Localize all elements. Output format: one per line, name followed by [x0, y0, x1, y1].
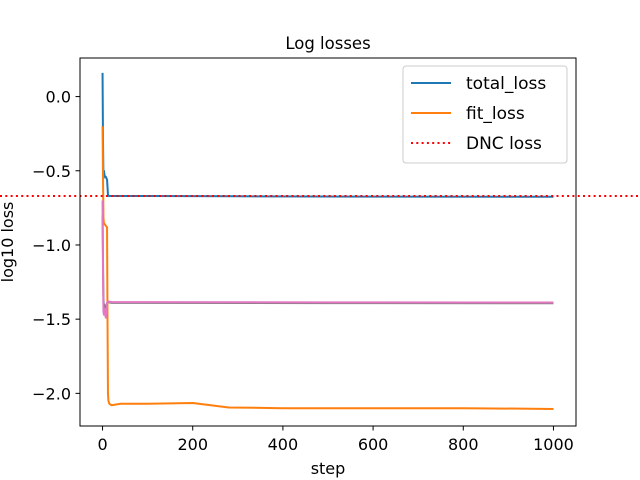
legend: total_loss fit_loss DNC loss [402, 65, 568, 164]
legend-label: DNC loss [466, 134, 542, 154]
y-tick-label: −0.5 [32, 162, 71, 181]
y-tick-label: −1.5 [32, 310, 71, 329]
series-line-series-2 [101, 200, 554, 319]
legend-box [402, 65, 568, 164]
x-tick-label: 1000 [533, 435, 574, 454]
x-axis: 0 200 400 600 800 1000 [97, 426, 574, 454]
series-line-fit-loss [101, 126, 554, 410]
x-tick-label: 0 [97, 435, 107, 454]
x-tick-label: 200 [177, 435, 208, 454]
y-axis-label: log10 loss [0, 202, 17, 283]
y-tick-label: 0.0 [46, 88, 71, 107]
chart-title: Log losses [285, 34, 370, 53]
plot-frame [79, 57, 577, 427]
x-tick-label: 400 [268, 435, 299, 454]
legend-label: fit_loss [466, 104, 525, 124]
legend-label: total_loss [466, 74, 546, 94]
y-axis: 0.0 −0.5 −1.0 −1.5 −2.0 [32, 88, 80, 403]
x-tick-label: 600 [358, 435, 389, 454]
x-axis-label: step [311, 459, 346, 478]
y-tick-label: −1.0 [32, 236, 71, 255]
y-tick-label: −2.0 [32, 384, 71, 403]
x-tick-label: 800 [448, 435, 479, 454]
